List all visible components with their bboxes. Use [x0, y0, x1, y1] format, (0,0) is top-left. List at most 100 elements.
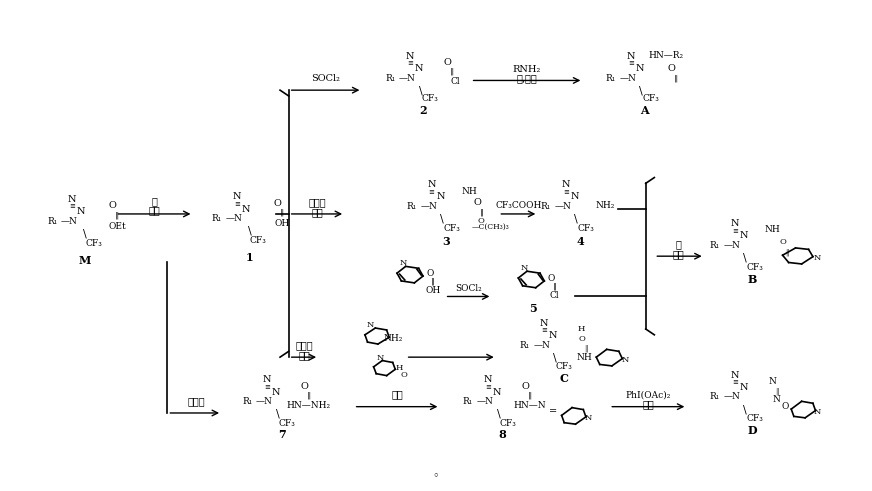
- Text: ‖: ‖: [480, 209, 484, 217]
- Text: —N: —N: [420, 202, 438, 211]
- Text: N: N: [427, 180, 436, 190]
- Text: C: C: [560, 374, 569, 384]
- Text: N: N: [68, 195, 77, 204]
- Text: ‖: ‖: [306, 392, 310, 400]
- Text: 碱: 碱: [676, 240, 682, 249]
- Text: N: N: [271, 387, 280, 397]
- Text: M: M: [78, 254, 92, 266]
- Text: N: N: [77, 207, 85, 216]
- Text: CF₃: CF₃: [643, 94, 659, 104]
- Text: \: \: [744, 253, 747, 263]
- Text: NH: NH: [461, 187, 477, 195]
- Text: HN—NH₂: HN—NH₂: [287, 401, 330, 410]
- Text: N: N: [570, 192, 579, 201]
- Text: O: O: [109, 201, 117, 210]
- Text: O: O: [473, 198, 481, 207]
- Text: R₁: R₁: [519, 341, 529, 350]
- Text: ‖: ‖: [280, 209, 284, 217]
- Text: 碱,溶剂: 碱,溶剂: [516, 75, 537, 83]
- Text: R₁: R₁: [385, 74, 395, 82]
- Text: 溶剂: 溶剂: [298, 351, 310, 360]
- Text: O: O: [274, 199, 282, 208]
- Text: \: \: [248, 226, 252, 236]
- Text: —N: —N: [534, 341, 550, 350]
- Text: O: O: [300, 382, 308, 391]
- Text: 7: 7: [278, 429, 286, 440]
- Text: RNH₂: RNH₂: [513, 65, 542, 74]
- Text: OH: OH: [274, 219, 290, 228]
- Text: N: N: [233, 192, 241, 201]
- Text: N: N: [436, 192, 445, 201]
- Text: 5: 5: [529, 303, 537, 314]
- Text: A: A: [640, 105, 648, 116]
- Text: 碱: 碱: [152, 197, 157, 206]
- Text: ≡: ≡: [563, 188, 569, 196]
- Text: O: O: [443, 57, 451, 66]
- Text: HN—R₂: HN—R₂: [648, 51, 683, 60]
- Text: ≡: ≡: [732, 227, 738, 235]
- Text: N: N: [493, 387, 501, 397]
- Text: CF₃: CF₃: [500, 419, 516, 428]
- Text: —N: —N: [555, 202, 572, 211]
- Text: Cl: Cl: [450, 77, 460, 86]
- Text: \: \: [744, 404, 747, 414]
- Text: ‖: ‖: [528, 392, 532, 400]
- Text: R₁: R₁: [406, 202, 417, 211]
- Text: =: =: [548, 407, 557, 416]
- Text: N: N: [621, 355, 629, 363]
- Text: —N: —N: [724, 241, 740, 250]
- Text: N: N: [739, 231, 748, 240]
- Text: 溶剂: 溶剂: [672, 250, 685, 259]
- Text: PhI(OAc)₂: PhI(OAc)₂: [625, 390, 671, 400]
- Text: O: O: [478, 217, 485, 225]
- Text: —N: —N: [399, 74, 416, 82]
- Text: ≡: ≡: [234, 200, 240, 208]
- Text: CF₃: CF₃: [746, 414, 763, 423]
- Text: NH: NH: [764, 225, 780, 235]
- Text: —C(CH₃)₃: —C(CH₃)₃: [472, 223, 509, 231]
- Text: O: O: [426, 269, 433, 278]
- Text: —N: —N: [724, 392, 740, 402]
- Text: CF₃: CF₃: [278, 419, 296, 428]
- Text: N: N: [548, 331, 557, 340]
- Text: N: N: [562, 180, 570, 190]
- Text: 2: 2: [419, 105, 426, 116]
- Text: 溶剂: 溶剂: [392, 390, 403, 400]
- Text: 溶剂: 溶剂: [311, 208, 324, 217]
- Text: —N: —N: [226, 214, 242, 223]
- Text: O: O: [668, 64, 676, 73]
- Text: \: \: [575, 214, 578, 224]
- Text: SOCl₂: SOCl₂: [311, 75, 340, 83]
- Text: N: N: [414, 64, 423, 73]
- Text: 缩合剂: 缩合剂: [296, 341, 313, 351]
- Text: CF₃: CF₃: [443, 224, 460, 233]
- Text: 1: 1: [246, 252, 254, 263]
- Text: ‖: ‖: [584, 345, 588, 353]
- Text: N: N: [399, 259, 406, 268]
- Text: N: N: [585, 414, 592, 422]
- Text: R₁: R₁: [463, 397, 473, 407]
- Text: O: O: [780, 238, 786, 246]
- Text: ≡: ≡: [264, 383, 270, 391]
- Text: CF₃: CF₃: [746, 263, 763, 272]
- Text: NH: NH: [576, 353, 592, 362]
- Text: N: N: [739, 383, 748, 392]
- Text: R₁: R₁: [710, 241, 720, 250]
- Text: ≡: ≡: [732, 379, 738, 386]
- Text: \: \: [419, 85, 422, 95]
- Text: N: N: [262, 376, 271, 384]
- Text: ‖: ‖: [115, 212, 119, 219]
- Text: N: N: [636, 64, 644, 73]
- Text: N: N: [405, 52, 414, 61]
- Text: ≡: ≡: [429, 188, 434, 196]
- Text: ≡: ≡: [485, 383, 491, 391]
- Text: CF₃: CF₃: [250, 236, 267, 245]
- Text: CF₃: CF₃: [421, 94, 439, 104]
- Text: N: N: [731, 219, 739, 228]
- Text: R₁: R₁: [606, 74, 617, 82]
- Text: 8: 8: [499, 429, 507, 440]
- Text: O: O: [521, 382, 529, 391]
- Text: SOCl₂: SOCl₂: [455, 284, 482, 293]
- Text: R₁: R₁: [242, 397, 252, 407]
- Text: R₁: R₁: [710, 392, 720, 402]
